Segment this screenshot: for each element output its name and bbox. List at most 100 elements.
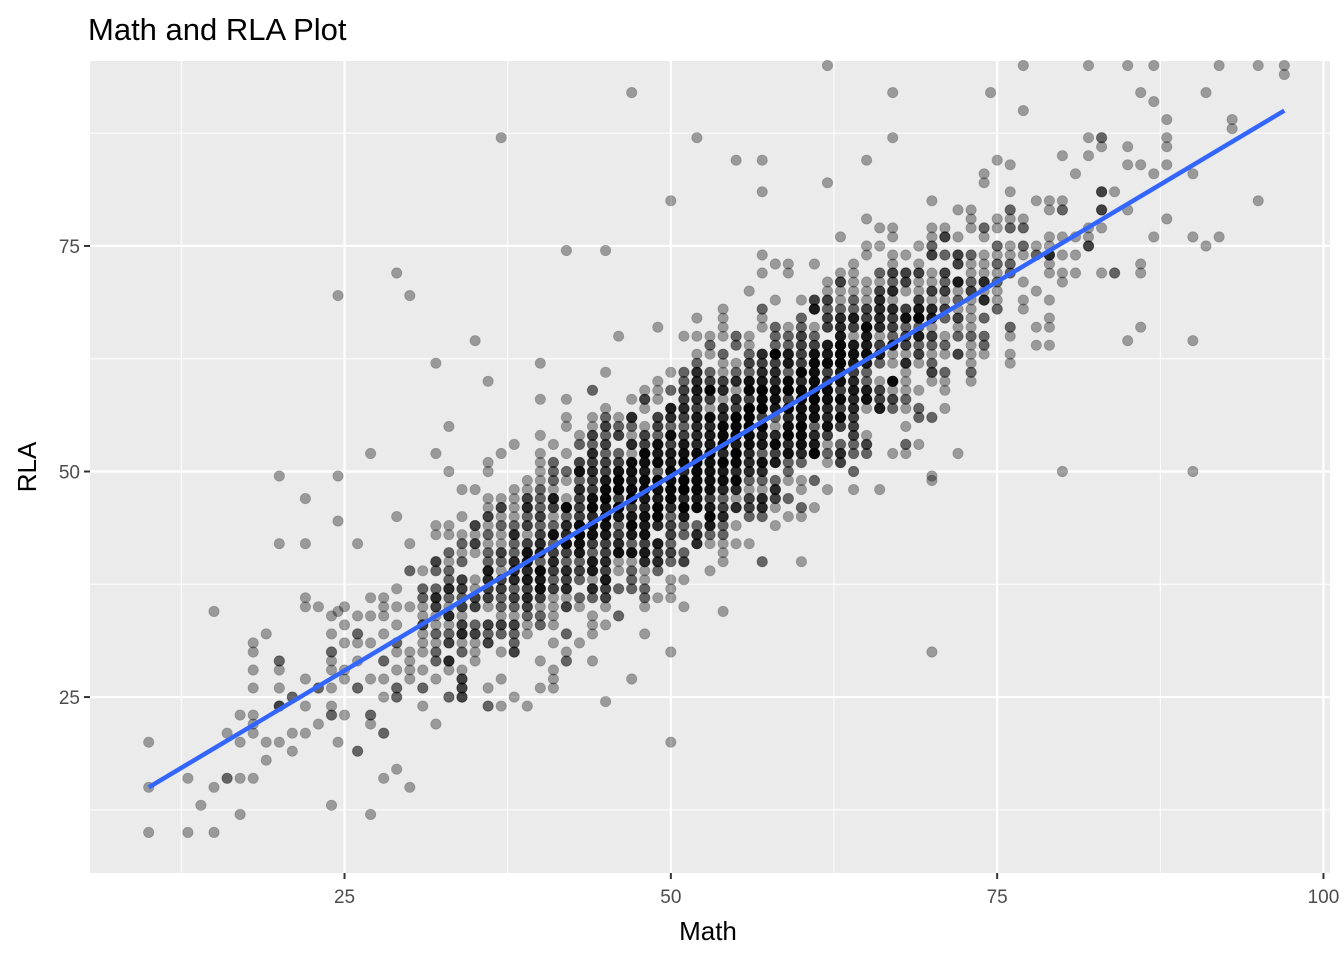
data-point [1148, 59, 1160, 72]
data-point [599, 565, 612, 577]
data-point [612, 538, 625, 550]
data-point [847, 375, 860, 387]
data-point [730, 330, 742, 342]
data-point [926, 249, 938, 261]
data-point [926, 339, 938, 351]
data-point [652, 510, 664, 523]
data-point [573, 592, 586, 604]
data-point [782, 357, 794, 369]
data-point [639, 628, 651, 640]
data-point [495, 132, 507, 144]
data-point [795, 375, 808, 387]
data-point [626, 519, 638, 532]
data-point [1082, 240, 1095, 252]
data-point [756, 402, 768, 414]
data-point [1056, 150, 1069, 162]
data-point [1213, 59, 1225, 72]
data-point [717, 429, 729, 441]
data-point [913, 303, 925, 315]
data-point [364, 637, 377, 649]
data-point [678, 510, 690, 523]
data-point [756, 402, 768, 414]
data-point [508, 574, 520, 586]
data-point [626, 411, 638, 423]
data-point [887, 267, 899, 279]
data-point [965, 312, 977, 324]
data-point [704, 529, 716, 541]
data-point [1148, 96, 1160, 108]
data-point [273, 655, 285, 667]
data-point [665, 366, 677, 378]
data-point [325, 646, 338, 658]
data-point [691, 465, 703, 478]
data-point [586, 501, 599, 514]
data-point [430, 583, 442, 595]
data-point [717, 375, 729, 387]
data-point [586, 492, 599, 505]
data-point [665, 483, 677, 496]
data-point [534, 483, 546, 496]
data-point [874, 384, 886, 396]
data-point [586, 529, 599, 541]
data-point [900, 447, 912, 460]
data-point [769, 456, 781, 469]
data-point [626, 519, 638, 532]
data-point [834, 357, 847, 369]
data-point [874, 240, 886, 252]
data-point [704, 402, 716, 414]
data-point [1187, 465, 1199, 478]
data-point [730, 411, 742, 423]
data-point [821, 303, 834, 315]
data-point [874, 483, 886, 496]
data-point [730, 447, 742, 460]
data-point [887, 303, 899, 315]
data-point [795, 312, 808, 324]
data-point [573, 492, 586, 505]
data-point [234, 772, 246, 784]
data-point [743, 501, 755, 514]
data-point [913, 312, 925, 324]
data-point [782, 357, 794, 369]
data-point [860, 154, 873, 166]
data-point [586, 501, 599, 514]
data-point [887, 285, 899, 297]
data-point [847, 339, 860, 351]
data-point [325, 664, 338, 676]
data-point [756, 375, 768, 387]
data-point [795, 420, 808, 432]
data-point [652, 556, 664, 568]
data-point [586, 429, 599, 441]
data-point [1135, 321, 1147, 333]
data-point [887, 375, 899, 387]
data-point [521, 519, 533, 532]
data-point [887, 321, 899, 333]
data-point [678, 420, 690, 432]
data-point [717, 456, 729, 469]
data-point [612, 547, 625, 559]
data-point [717, 465, 729, 478]
data-point [795, 348, 808, 360]
data-point [847, 402, 860, 414]
data-point [639, 519, 651, 532]
data-point [652, 510, 664, 523]
data-point [834, 357, 847, 369]
data-point [273, 736, 285, 748]
data-point [430, 556, 442, 568]
data-point [795, 429, 808, 441]
data-point [508, 492, 520, 505]
data-point [978, 312, 990, 324]
data-point [834, 411, 847, 423]
data-point [547, 492, 560, 505]
data-point [182, 826, 194, 839]
data-point [482, 700, 494, 712]
data-point [626, 411, 638, 423]
data-point [743, 384, 755, 396]
data-point [665, 483, 677, 496]
data-point [691, 483, 703, 496]
data-point [404, 664, 416, 676]
data-point [926, 303, 938, 315]
data-point [808, 438, 821, 450]
data-point [795, 438, 808, 450]
data-point [847, 393, 860, 405]
data-point [874, 222, 886, 234]
